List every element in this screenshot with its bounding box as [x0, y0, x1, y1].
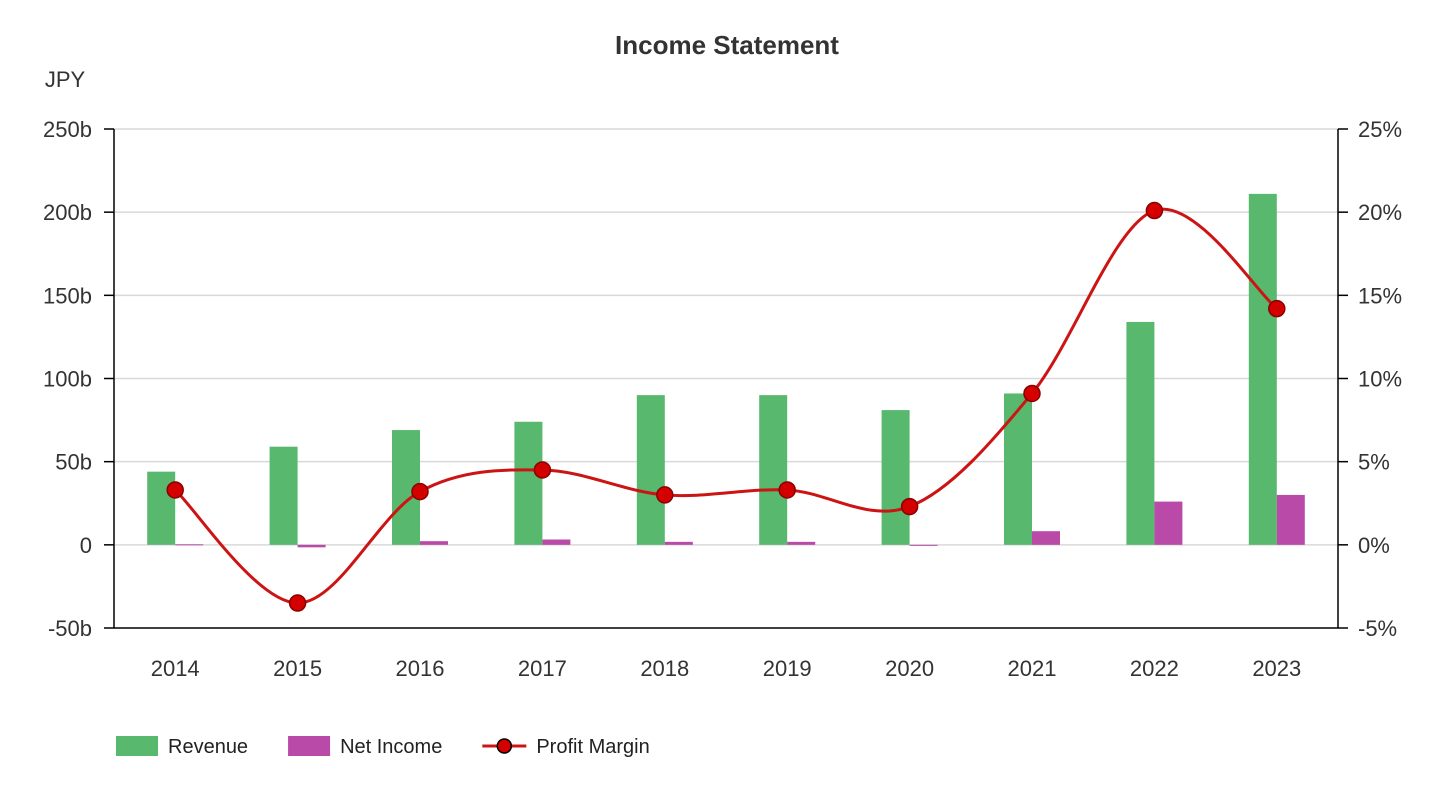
x-tick-label: 2015	[273, 656, 322, 681]
revenue-legend-label: Revenue	[168, 736, 248, 758]
profit-margin-point	[166, 481, 184, 499]
revenue-bar	[1004, 393, 1032, 545]
y-left-tick-label: 250b	[43, 117, 92, 142]
bars	[147, 193, 1305, 548]
net-income-bar	[1276, 494, 1305, 545]
profit-margin-point	[778, 481, 796, 499]
net-income-bar	[297, 544, 326, 548]
y-right-tick-label: 10%	[1358, 367, 1402, 392]
tick-labels: -50b 0 50b 100b 150b 200b 250b -5% 0% 5% 10% 15% 20%…	[43, 117, 1402, 681]
x-tick-label: 2018	[640, 656, 689, 681]
net-income-bar	[175, 544, 204, 546]
revenue-bar	[514, 421, 543, 545]
profit-margin-point	[1145, 201, 1164, 220]
x-tick-label: 2016	[396, 656, 445, 681]
y-right-tick-label: 5%	[1358, 450, 1390, 475]
profit-margin-point	[1268, 299, 1286, 318]
legend: Revenue Net Income Profit Margin	[116, 736, 650, 758]
profit-margin-point	[1023, 384, 1041, 403]
y-left-tick-label: 150b	[43, 283, 92, 308]
y-right-tick-label: 0%	[1358, 533, 1390, 558]
chart-title: Income Statement	[615, 30, 839, 60]
y-left-tick-label: 200b	[43, 200, 92, 225]
y-axis-unit-label: JPY	[45, 67, 86, 92]
profit-margin-legend-label: Profit Margin	[536, 736, 649, 758]
y-left-tick-label: 100b	[43, 367, 92, 392]
net-income-bar	[909, 544, 938, 546]
y-right-tick-label: 15%	[1358, 283, 1402, 308]
profit-margin-point	[411, 482, 429, 501]
x-tick-label: 2022	[1130, 656, 1179, 681]
revenue-bar	[1248, 193, 1277, 545]
profit-margin-line-layer	[166, 201, 1286, 612]
y-right-tick-label: 20%	[1358, 200, 1402, 225]
net-income-bar	[787, 541, 816, 545]
revenue-legend-swatch	[116, 736, 158, 756]
x-tick-label: 2023	[1252, 656, 1301, 681]
x-tick-label: 2021	[1008, 656, 1057, 681]
revenue-bar	[1126, 321, 1155, 545]
x-tick-label: 2019	[763, 656, 812, 681]
revenue-bar	[759, 395, 788, 545]
x-tick-label: 2020	[885, 656, 934, 681]
y-left-tick-label: 0	[80, 533, 92, 558]
profit-margin-point	[900, 497, 919, 516]
net-income-bar	[1154, 501, 1183, 545]
revenue-bar	[269, 446, 298, 545]
x-tick-label: 2014	[151, 656, 200, 681]
y-right-tick-label: 25%	[1358, 117, 1402, 142]
y-left-tick-label: -50b	[48, 616, 92, 641]
revenue-bar	[636, 395, 665, 545]
net-income-bar	[664, 541, 693, 545]
net-income-bar	[1032, 531, 1060, 545]
net-income-legend-label: Net Income	[340, 736, 442, 758]
profit-margin-point	[656, 486, 674, 504]
profit-margin-legend-marker	[496, 738, 513, 754]
net-income-bar	[542, 539, 571, 545]
y-right-tick-label: -5%	[1358, 616, 1397, 641]
axes	[104, 128, 1348, 629]
revenue-bar	[881, 410, 910, 545]
profit-margin-line	[174, 207, 1278, 605]
y-left-tick-label: 50b	[55, 450, 92, 475]
x-tick-label: 2017	[518, 656, 567, 681]
net-income-legend-swatch	[288, 736, 331, 756]
profit-margin-point	[533, 461, 552, 479]
net-income-bar	[420, 541, 448, 545]
profit-margin-point	[288, 594, 307, 612]
